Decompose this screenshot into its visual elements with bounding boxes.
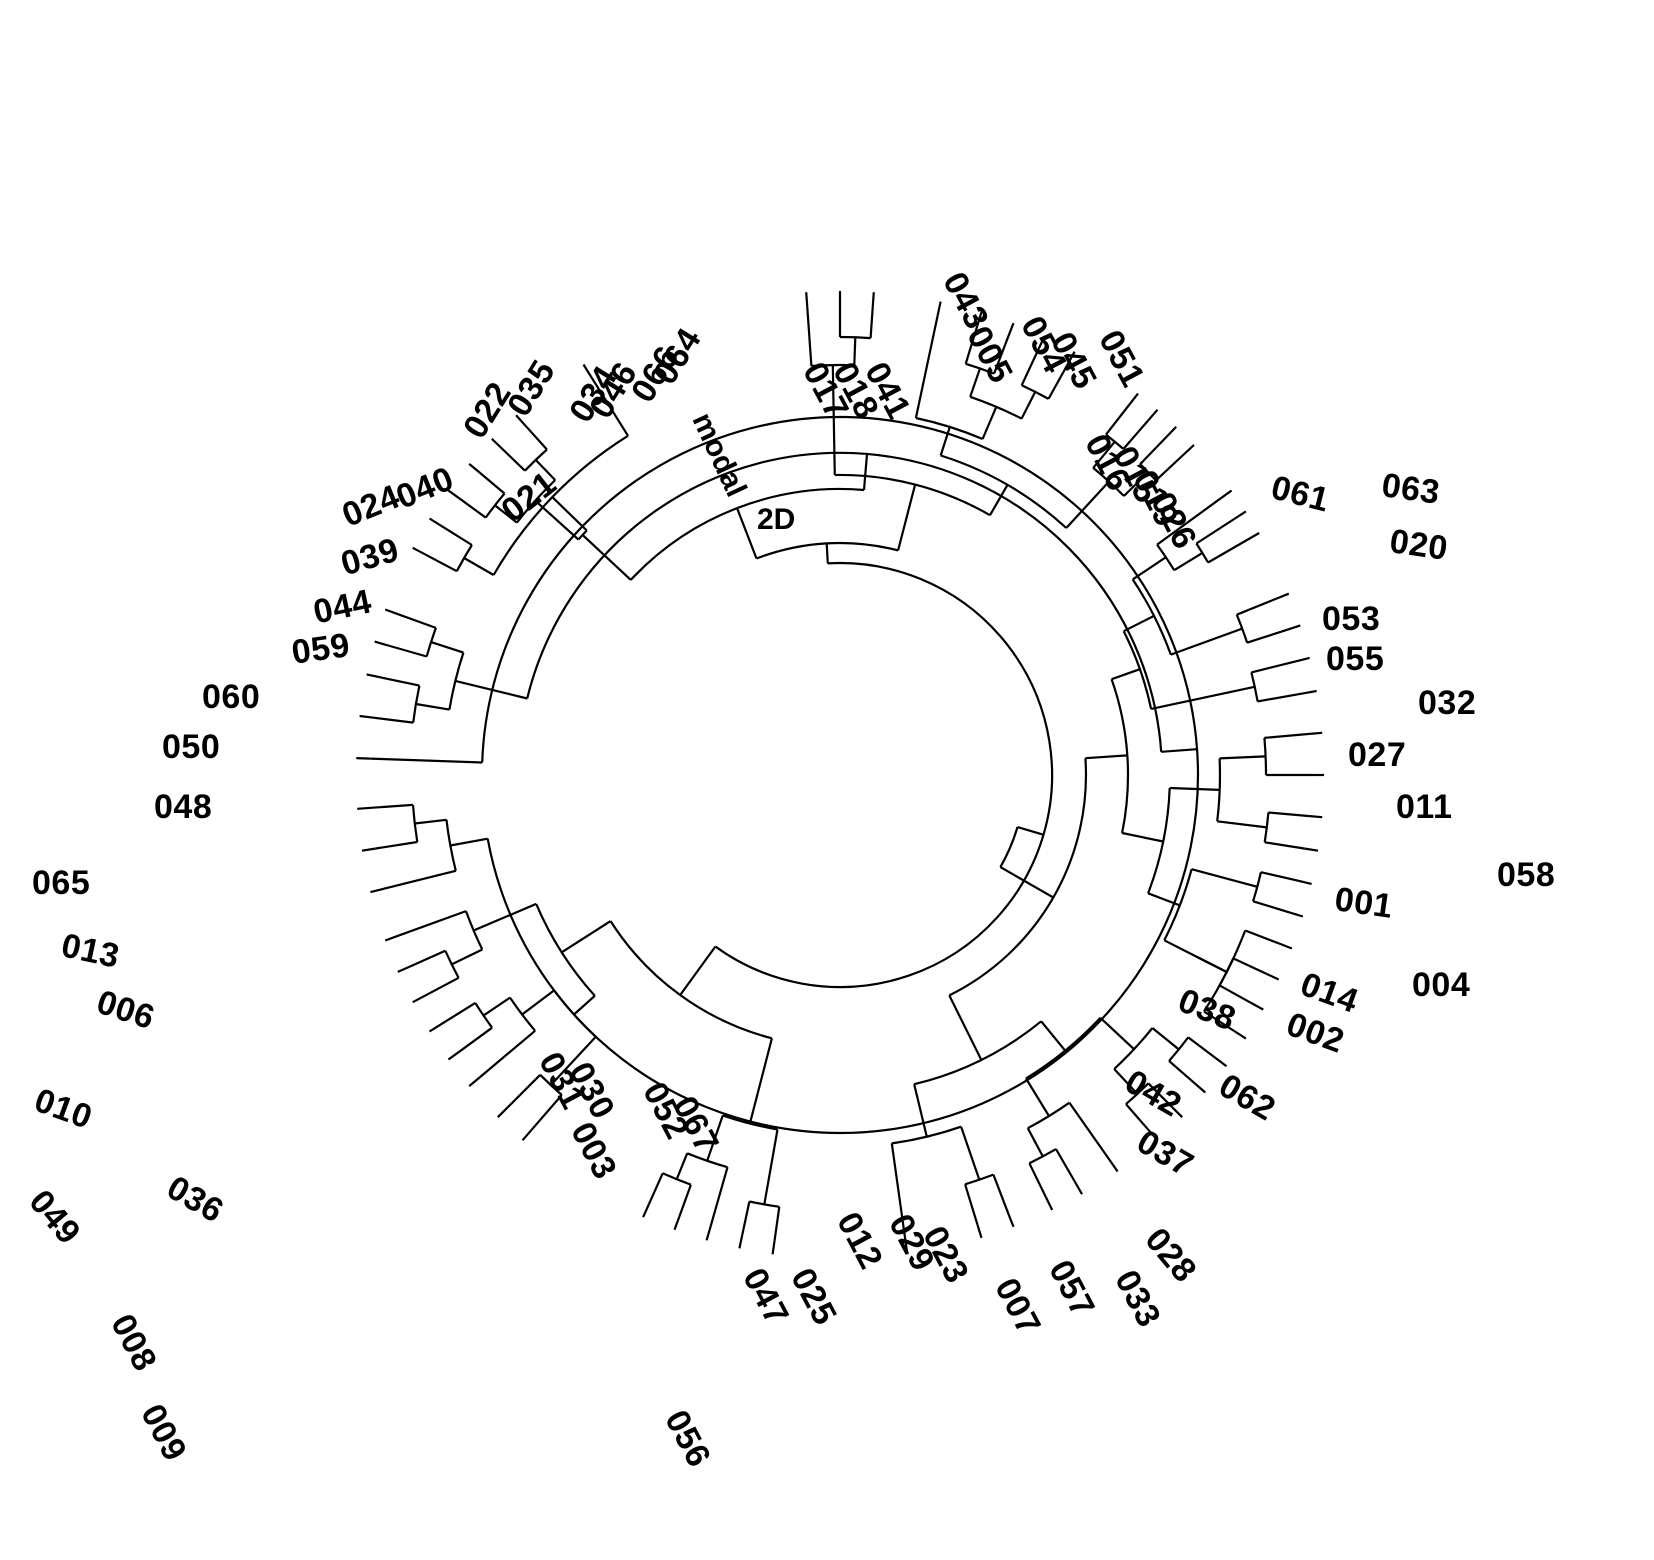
leaf-label-063: 063: [1379, 466, 1443, 512]
leaf-label-058: 058: [1497, 856, 1556, 894]
leaf-label-065: 065: [32, 864, 91, 902]
leaf-label-004: 004: [1412, 966, 1471, 1004]
leaf-label-011: 011: [1396, 788, 1453, 826]
leaf-label-001: 001: [1332, 880, 1396, 926]
leaf-label-020: 020: [1387, 522, 1451, 568]
leaf-label-055: 055: [1326, 640, 1385, 678]
leaf-label-032: 032: [1418, 684, 1477, 722]
leaf-label-050: 050: [162, 728, 221, 766]
leaf-label-053: 053: [1322, 600, 1381, 638]
annotation-2d: 2D: [757, 503, 796, 536]
leaf-label-027: 027: [1348, 736, 1407, 774]
tree-branches: [356, 291, 1324, 1255]
leaf-label-048: 048: [154, 788, 213, 826]
leaf-label-059: 059: [289, 626, 353, 672]
leaf-label-060: 060: [202, 678, 261, 716]
